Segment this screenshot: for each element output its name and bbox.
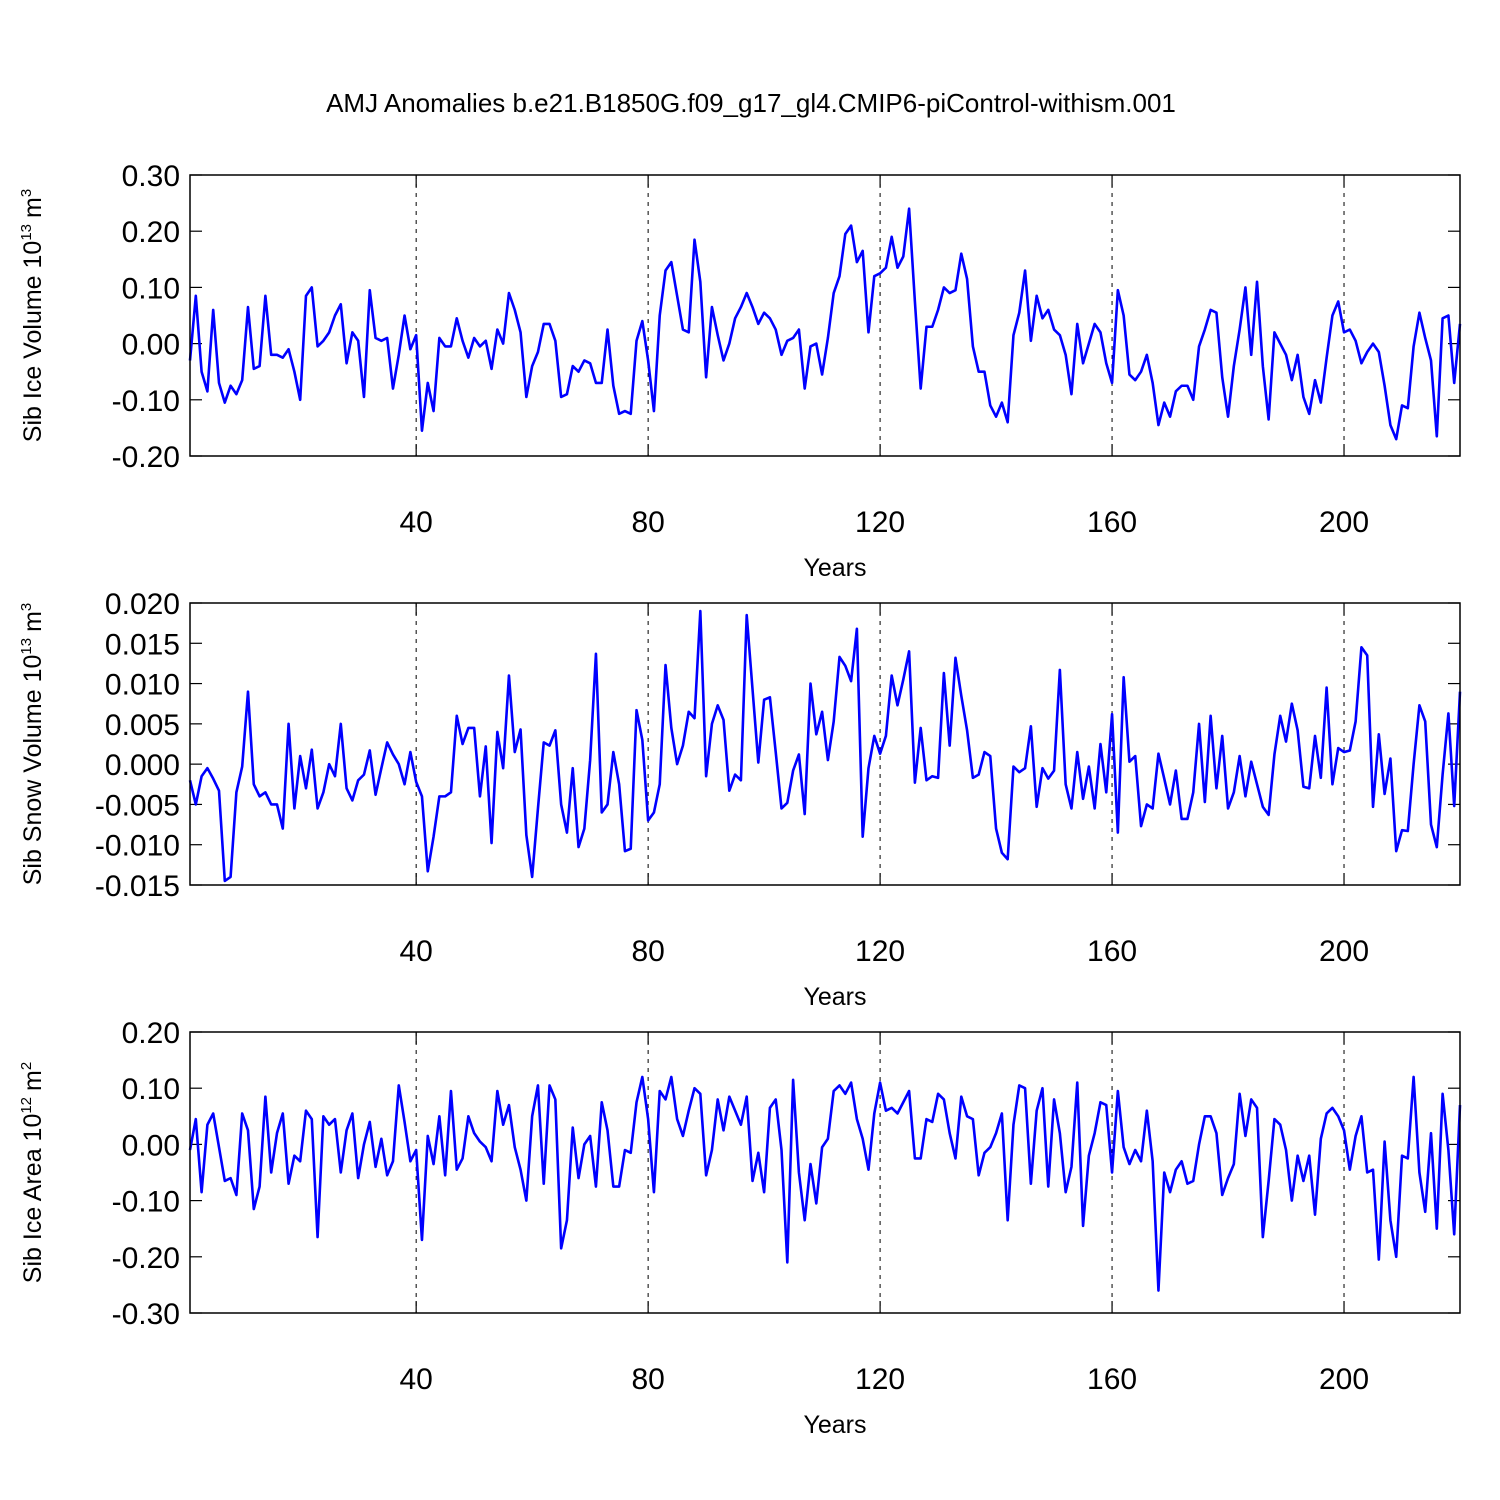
y-tick-label: -0.015: [95, 870, 180, 903]
y-tick-label: -0.010: [95, 830, 180, 863]
y-tick-label: -0.20: [112, 441, 180, 474]
y-label-exponent: 13: [18, 638, 35, 655]
y-tick-label: -0.20: [112, 1242, 180, 1275]
y-tick-label: -0.005: [95, 789, 180, 822]
y-label-text: Sib Ice Area 10: [19, 1114, 47, 1284]
x-axis-label: Years: [803, 983, 866, 1011]
plot-frame: [189, 1031, 1461, 1314]
x-tick-label: 160: [1087, 1363, 1137, 1396]
y-tick-label: 0.015: [105, 628, 180, 661]
y-tick-label: 0.20: [122, 1017, 180, 1050]
y-tick-label: -0.30: [112, 1298, 180, 1331]
y-tick-label: 0.00: [122, 329, 180, 362]
y-label-unit: m: [19, 611, 47, 632]
x-tick-label: 120: [855, 935, 905, 968]
y-label-exponent: 13: [18, 224, 35, 241]
x-tick-label: 40: [399, 1363, 432, 1396]
y-axis-label: Sib Ice Volume 1013 m3: [18, 189, 47, 442]
y-tick-label: 0.20: [122, 216, 180, 249]
x-tick-label: 80: [631, 935, 664, 968]
y-tick-label: 0.005: [105, 709, 180, 742]
data-line: [188, 207, 1462, 441]
y-tick-label: 0.000: [105, 749, 180, 782]
data-line: [188, 609, 1462, 883]
x-tick-label: 200: [1319, 935, 1369, 968]
y-tick-label: 0.00: [122, 1129, 180, 1162]
x-tick-label: 40: [399, 935, 432, 968]
y-tick-label: 0.020: [105, 588, 180, 621]
y-label-unit: m: [19, 197, 47, 218]
y-axis-label: Sib Snow Volume 1013 m3: [18, 603, 47, 886]
x-tick-label: 160: [1087, 935, 1137, 968]
y-label-unit-exponent: 3: [18, 189, 35, 197]
x-tick-label: 200: [1319, 1363, 1369, 1396]
x-tick-label: 120: [855, 1363, 905, 1396]
x-tick-label: 80: [631, 506, 664, 539]
data-line: [188, 1075, 1462, 1292]
y-tick-label: -0.10: [112, 385, 180, 418]
x-tick-label: 40: [399, 506, 432, 539]
figure-title: AMJ Anomalies b.e21.B1850G.f09_g17_gl4.C…: [326, 88, 1176, 118]
plot-frame: [189, 602, 1461, 886]
plot-frame: [189, 174, 1461, 457]
x-tick-label: 160: [1087, 506, 1137, 539]
y-label-unit-exponent: 3: [18, 603, 35, 611]
x-axis-label: Years: [803, 1411, 866, 1439]
y-label-text: Sib Ice Volume 10: [19, 241, 47, 443]
y-label-unit: m: [19, 1070, 47, 1091]
y-label-text: Sib Snow Volume 10: [19, 655, 47, 886]
y-tick-label: 0.10: [122, 1073, 180, 1106]
x-axis-label: Years: [803, 554, 866, 582]
x-tick-label: 200: [1319, 506, 1369, 539]
y-label-exponent: 12: [18, 1097, 35, 1114]
y-tick-label: 0.010: [105, 669, 180, 702]
y-label-unit-exponent: 2: [18, 1062, 35, 1070]
y-tick-label: 0.30: [122, 160, 180, 193]
y-axis-label: Sib Ice Area 1012 m2: [18, 1062, 47, 1283]
x-tick-label: 80: [631, 1363, 664, 1396]
y-tick-label: -0.10: [112, 1186, 180, 1219]
x-tick-label: 120: [855, 506, 905, 539]
y-tick-label: 0.10: [122, 272, 180, 305]
